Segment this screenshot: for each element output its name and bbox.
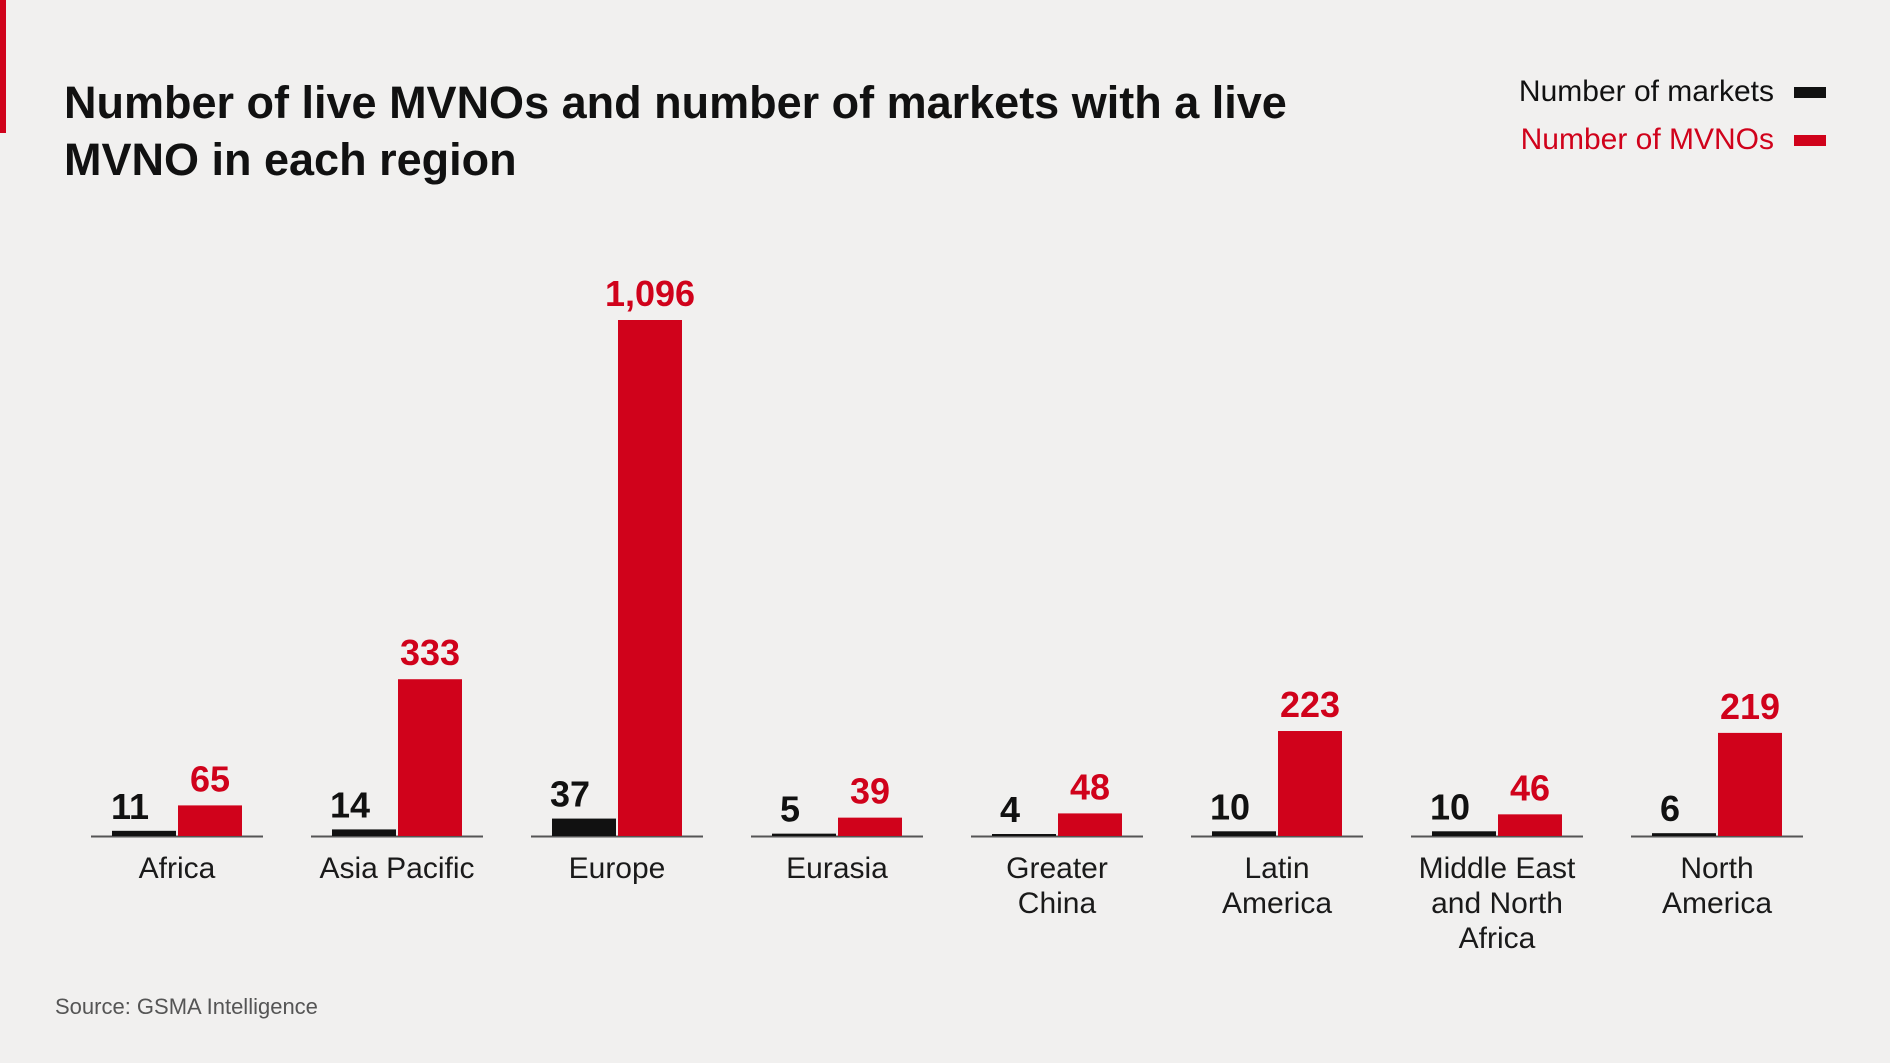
category-label: Africa: [139, 852, 216, 885]
category-label: Greater China: [1006, 852, 1108, 920]
bar-markets: [1432, 831, 1496, 836]
bar-mvnos: [838, 817, 902, 836]
source-note: Source: GSMA Intelligence: [55, 994, 318, 1019]
bar-markets: [332, 829, 396, 836]
category-label: Europe: [569, 852, 666, 885]
data-label-markets: 10: [1430, 786, 1470, 827]
data-label-markets: 14: [330, 784, 370, 825]
data-label-markets: 4: [1000, 789, 1020, 830]
legend-label-markets: Number of markets: [1518, 75, 1774, 108]
category-label-line: Europe: [569, 852, 666, 885]
legend-item-mvnos: Number of MVNOs: [1519, 116, 1826, 164]
category-label-line: North: [1680, 852, 1753, 885]
data-label-markets: 11: [111, 786, 149, 827]
category-label: Eurasia: [786, 852, 888, 885]
bar-markets: [992, 834, 1056, 836]
category-label-line: Greater: [1006, 852, 1108, 885]
data-label-mvnos: 1,096: [605, 273, 695, 314]
data-label-mvnos: 39: [850, 771, 890, 812]
category-label-line: Latin: [1244, 852, 1309, 885]
legend: Number of markets Number of MVNOs: [1519, 68, 1826, 164]
category-label-line: Eurasia: [786, 852, 888, 885]
bar-mvnos: [1498, 814, 1562, 836]
legend-swatch-mvnos: [1794, 134, 1826, 146]
legend-item-markets: Number of markets: [1519, 68, 1826, 116]
chart-title: Number of live MVNOs and number of marke…: [64, 77, 1287, 185]
bar-markets: [552, 818, 616, 836]
category-label-line: Middle East: [1419, 852, 1576, 885]
data-label-mvnos: 219: [1720, 686, 1780, 727]
category-label-line: Asia Pacific: [319, 852, 474, 885]
category-label-line: and North: [1431, 887, 1563, 920]
data-label-mvnos: 333: [400, 632, 460, 673]
category-label-line: Africa: [139, 852, 216, 885]
category-label: North America: [1662, 852, 1772, 920]
data-label-mvnos: 65: [190, 758, 230, 799]
data-label-mvnos: 46: [1510, 767, 1550, 808]
category-label-line: America: [1222, 887, 1332, 920]
legend-label-mvnos: Number of MVNOs: [1520, 123, 1774, 156]
bar-mvnos: [398, 679, 462, 836]
bar-mvnos: [1718, 732, 1782, 836]
bar-markets: [1212, 831, 1276, 836]
data-label-markets: 6: [1660, 788, 1680, 829]
accent-bar: [0, 0, 6, 133]
bar-mvnos: [618, 320, 682, 836]
category-label-line: China: [1018, 887, 1097, 920]
data-label-mvnos: 48: [1070, 766, 1110, 807]
bar-markets: [772, 833, 836, 836]
data-label-markets: 37: [550, 774, 590, 815]
category-label: Latin America: [1222, 852, 1332, 920]
bar-markets: [112, 830, 176, 836]
data-label-markets: 10: [1210, 786, 1250, 827]
bar-markets: [1652, 833, 1716, 836]
category-label-line: Africa: [1459, 922, 1536, 955]
data-label-mvnos: 223: [1280, 684, 1340, 725]
category-label: Asia Pacific: [319, 852, 474, 885]
category-label-line: America: [1662, 887, 1772, 920]
bar-mvnos: [1278, 731, 1342, 836]
legend-swatch-markets: [1794, 86, 1826, 98]
bar-mvnos: [178, 805, 242, 836]
category-label: Middle East and North Africa: [1419, 852, 1576, 955]
data-label-markets: 5: [780, 789, 800, 830]
bar-mvnos: [1058, 813, 1122, 836]
